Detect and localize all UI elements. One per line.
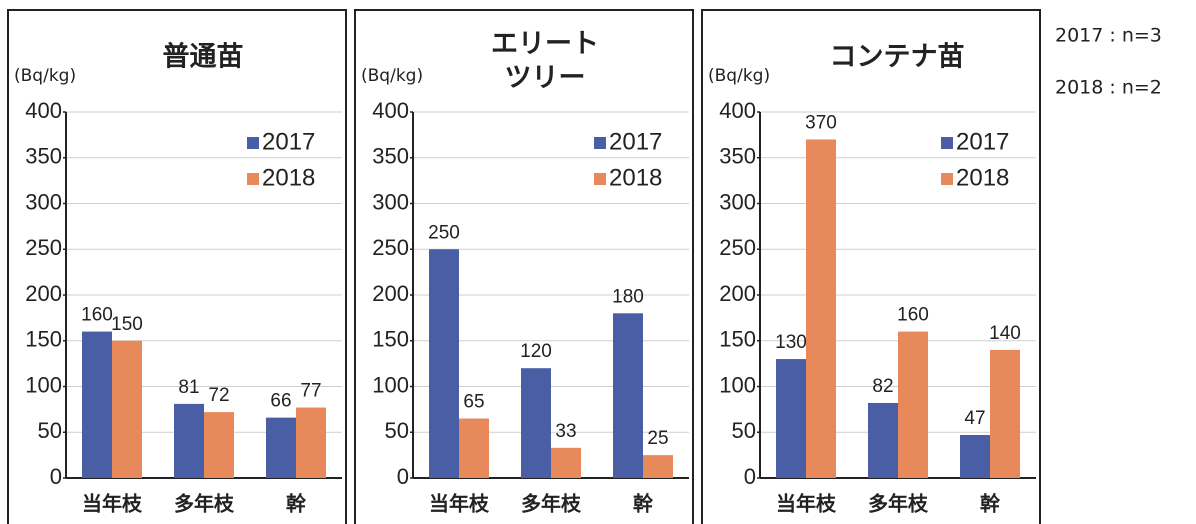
legend-swatch (594, 137, 606, 149)
y-tick-label: 250 (25, 235, 62, 260)
y-tick-label: 200 (719, 281, 756, 306)
y-axis-label: (Bq/kg) (708, 66, 770, 86)
legend-swatch (247, 173, 259, 185)
y-tick-label: 0 (397, 464, 409, 489)
legend-label: 2018 (609, 164, 662, 191)
y-tick-label: 50 (385, 418, 409, 443)
y-tick-label: 150 (719, 327, 756, 352)
data-label: 47 (964, 408, 985, 429)
bar (806, 139, 836, 478)
panel-frame (354, 9, 694, 524)
chart-title: エリート (491, 29, 599, 60)
bar (174, 403, 204, 478)
y-tick-label: 50 (732, 418, 756, 443)
chart-title: ツリー (505, 63, 586, 94)
bar (82, 331, 112, 478)
bar (613, 313, 643, 478)
y-axis-label: (Bq/kg) (14, 66, 76, 86)
legend-swatch (941, 173, 953, 185)
y-tick-label: 200 (25, 281, 62, 306)
bar (296, 407, 326, 478)
x-tick-label: 多年枝 (868, 492, 929, 516)
x-tick-label: 多年枝 (521, 492, 582, 516)
bar (868, 402, 898, 478)
y-tick-label: 300 (719, 189, 756, 214)
data-label: 250 (428, 222, 460, 243)
data-label: 25 (647, 428, 668, 449)
chart-title: 普通苗 (163, 41, 244, 73)
y-tick-label: 400 (719, 98, 756, 123)
y-tick-label: 100 (25, 372, 62, 397)
data-label: 370 (805, 112, 837, 133)
y-axis-label: (Bq/kg) (361, 66, 423, 86)
y-tick-label: 100 (372, 372, 409, 397)
x-tick-label: 当年枝 (776, 492, 837, 516)
data-label: 160 (897, 305, 929, 326)
y-tick-label: 300 (25, 189, 62, 214)
y-tick-label: 200 (372, 281, 409, 306)
legend-swatch (247, 137, 259, 149)
x-tick-label: 多年枝 (174, 492, 235, 516)
y-tick-label: 350 (372, 144, 409, 169)
y-tick-label: 0 (50, 464, 62, 489)
note: 2017 : n=3 (1055, 25, 1162, 47)
data-label: 150 (111, 314, 143, 335)
bar (204, 412, 234, 478)
chart-title: コンテナ苗 (830, 42, 965, 73)
legend-label: 2017 (262, 128, 315, 155)
x-tick-label: 幹 (633, 492, 654, 516)
y-tick-label: 150 (372, 327, 409, 352)
x-tick-label: 幹 (980, 492, 1001, 516)
y-tick-label: 250 (372, 235, 409, 260)
legend-swatch (594, 173, 606, 185)
data-label: 160 (81, 305, 113, 326)
bar (266, 417, 296, 478)
y-tick-label: 350 (719, 144, 756, 169)
data-label: 72 (208, 385, 229, 406)
panel-frame (701, 9, 1041, 524)
legend-label: 2017 (956, 128, 1009, 155)
legend-label: 2018 (956, 164, 1009, 191)
x-tick-label: 当年枝 (82, 492, 143, 516)
data-label: 120 (520, 341, 552, 362)
bar (112, 340, 142, 478)
bar (521, 368, 551, 478)
legend-label: 2017 (609, 128, 662, 155)
bar (551, 447, 581, 478)
bar (429, 249, 459, 478)
note: 2018 : n=2 (1055, 77, 1162, 99)
y-tick-label: 100 (719, 372, 756, 397)
x-tick-label: 当年枝 (429, 492, 490, 516)
y-tick-label: 300 (372, 189, 409, 214)
data-label: 81 (178, 377, 199, 398)
data-label: 82 (872, 376, 893, 397)
data-label: 77 (300, 381, 321, 402)
y-tick-label: 50 (38, 418, 62, 443)
data-label: 180 (612, 286, 644, 307)
data-label: 140 (989, 323, 1021, 344)
bar (960, 434, 990, 478)
y-tick-label: 350 (25, 144, 62, 169)
y-tick-label: 0 (744, 464, 756, 489)
bar (898, 331, 928, 478)
data-label: 130 (775, 332, 807, 353)
data-label: 33 (555, 421, 576, 442)
panel-frame (7, 9, 347, 524)
legend-swatch (941, 137, 953, 149)
bar (776, 359, 806, 478)
y-tick-label: 150 (25, 327, 62, 352)
y-tick-label: 250 (719, 235, 756, 260)
data-label: 65 (463, 392, 484, 413)
legend-label: 2018 (262, 164, 315, 191)
bar (643, 455, 673, 478)
bar (990, 349, 1020, 478)
data-label: 66 (270, 391, 291, 412)
bar (459, 418, 489, 478)
y-tick-label: 400 (25, 98, 62, 123)
y-tick-label: 400 (372, 98, 409, 123)
x-tick-label: 幹 (286, 492, 307, 516)
